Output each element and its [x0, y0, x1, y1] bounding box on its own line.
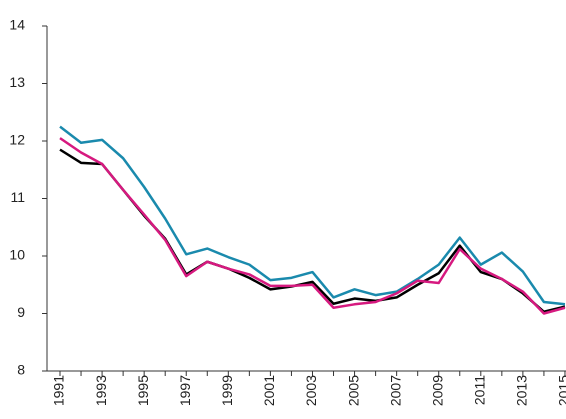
x-tick-label: 2013 — [514, 375, 530, 406]
y-tick-label: 10 — [9, 247, 25, 263]
x-tick-label: 2009 — [429, 375, 445, 406]
x-tick-label: 2003 — [303, 375, 319, 406]
y-tick-label: 12 — [9, 132, 25, 148]
x-tick-label: 1991 — [51, 375, 67, 406]
y-tick-label: 13 — [9, 74, 25, 90]
x-tick-label: 2005 — [345, 375, 361, 406]
x-tick-label: 1999 — [219, 375, 235, 406]
x-tick-label: 2001 — [261, 375, 277, 406]
x-tick-label: 1995 — [135, 375, 151, 406]
x-tick-label: 2007 — [387, 375, 403, 406]
y-tick-label: 8 — [17, 362, 25, 378]
y-tick-label: 11 — [10, 189, 25, 205]
x-tick-label: 2015 — [556, 375, 566, 406]
line — [59, 137, 566, 315]
y-tick-label: 14 — [9, 17, 25, 33]
line — [59, 125, 566, 306]
y-tick-label: 9 — [17, 304, 25, 320]
x-tick-label: 1993 — [93, 375, 109, 406]
x-tick-label: 2011 — [472, 375, 488, 405]
x-tick-label: 1997 — [177, 375, 193, 406]
